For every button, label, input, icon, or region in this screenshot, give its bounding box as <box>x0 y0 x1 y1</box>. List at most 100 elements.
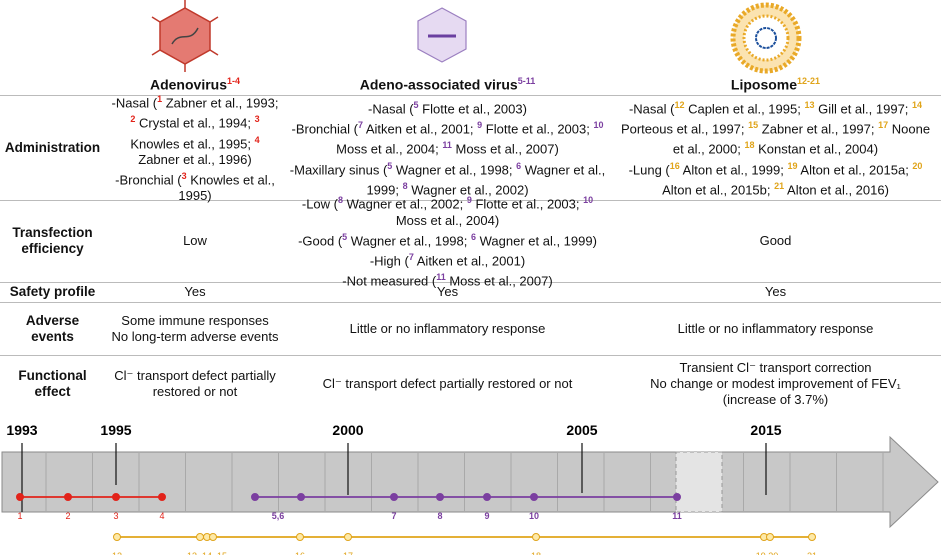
cell-line: -Bronchial (3 Knowles et al., 1995) <box>109 168 281 204</box>
cell-line: -Not measured (11 Moss et al., 2007) <box>342 269 552 289</box>
gap-marker <box>675 451 723 513</box>
reference-number: 12 <box>674 99 685 110</box>
year-label: 2015 <box>750 422 781 438</box>
reference-number: 11 <box>442 140 452 151</box>
cell-text: Konstan et al., 2004) <box>754 141 879 157</box>
reference-dot <box>530 493 538 501</box>
reference-number: 1 <box>157 93 163 104</box>
reference-dot <box>297 493 305 501</box>
header-name: Adeno-associated virus <box>359 76 518 93</box>
reference-number: 5 <box>342 231 348 242</box>
timeline: 1993199520002005201512345,678910111213, … <box>1 422 939 555</box>
header-refs: 12-21 <box>797 76 821 86</box>
table-cell: -Nasal (12 Caplen et al., 1995; 13 Gill … <box>610 95 941 200</box>
reference-dot <box>251 493 259 501</box>
cell-text: Flotte et al., 2003; <box>471 196 584 212</box>
cell-text: Yes <box>764 284 787 299</box>
table-cell: Some immune responses No long-term advers… <box>105 302 285 355</box>
adenovirus-icon <box>151 0 219 72</box>
reference-dot <box>64 493 72 501</box>
reference-number: 9 <box>477 120 483 130</box>
cell-text: Cl⁻ transport defect partially restored … <box>114 368 276 399</box>
row-label: Safety profile <box>9 284 96 299</box>
reference-number: 18 <box>744 140 755 151</box>
cell-line: Transient Cl⁻ transport correction <box>679 360 871 376</box>
reference-number: 5 <box>413 99 419 110</box>
reference-dot <box>532 533 540 541</box>
reference-label: 10 <box>529 511 539 521</box>
cell-text: -Bronchial ( <box>291 121 358 137</box>
cell-text: Moss et al., 2004) <box>395 212 500 228</box>
header-refs: 5-11 <box>517 76 536 86</box>
reference-label: 4 <box>159 511 164 521</box>
cell-text: Little or no inflammatory response <box>677 320 874 336</box>
cell-text: Zabner et al., 1997; <box>758 121 879 137</box>
reference-number: 19 <box>787 160 798 171</box>
icons <box>151 0 802 74</box>
reference-number: 3 <box>254 114 260 125</box>
reference-dot <box>296 533 304 541</box>
reference-dot <box>483 493 491 501</box>
cell-text: Little or no inflammatory response <box>349 320 546 336</box>
reference-label: 19,20 <box>756 551 779 555</box>
cell-text: Aitken et al., 2001; <box>362 121 478 137</box>
cell-text: Wagner et al., 1999) <box>476 233 597 248</box>
reference-dot <box>344 533 352 541</box>
reference-number: 14 <box>912 99 923 110</box>
cell-text: Wagner et al., 1999; <box>366 161 606 198</box>
cell-text: Porteous et al., 1997; <box>620 121 749 137</box>
cell-text: Transient Cl⁻ transport correction <box>679 360 872 375</box>
cell-line: Little or no inflammatory response <box>678 321 874 337</box>
year-label: 2005 <box>566 422 597 438</box>
cell-text: -Nasal ( <box>111 95 158 111</box>
timeline-arrow <box>1 435 939 529</box>
reference-label: 18 <box>531 551 541 555</box>
cell-text: Yes <box>436 284 459 299</box>
table-cell: -Nasal (1 Zabner et al., 1993; 2 Crystal… <box>105 93 285 203</box>
cell-line: -Nasal (5 Flotte et al., 2003) <box>368 97 527 117</box>
reference-label: 16 <box>295 551 305 555</box>
header-name: Adenovirus <box>149 76 227 93</box>
year-label: 2000 <box>332 422 363 438</box>
cell-text: Alton et al., 2015b; <box>662 182 775 198</box>
cell-text: Flotte et al., 2003; <box>482 121 594 137</box>
cell-text: Zabner et al., 1996) <box>138 151 252 167</box>
row-label: Functional effect <box>18 368 87 399</box>
reference-dot <box>766 533 774 541</box>
row-label: Adverse events <box>25 312 80 344</box>
reference-dot <box>390 493 398 501</box>
reference-number: 10 <box>593 120 604 130</box>
cell-line: Cl⁻ transport defect partially restored … <box>109 368 281 400</box>
cell-text: Knowles et al., 1995; <box>130 135 255 151</box>
table-cell: Good <box>610 200 941 282</box>
cell-line: -High (7 Aitken et al., 2001) <box>370 249 525 269</box>
cell-line: No change or modest improvement of FEV₁ <box>650 376 901 392</box>
reference-number: 16 <box>669 160 680 171</box>
reference-label: 21 <box>807 551 817 555</box>
cell-line: Low <box>183 233 207 249</box>
cell-text: Aitken et al., 2001) <box>413 253 526 269</box>
reference-number: 6 <box>470 231 476 242</box>
reference-dot <box>196 533 204 541</box>
cell-line: (increase of 3.7%) <box>723 392 829 408</box>
cell-line: Little or no inflammatory response <box>350 321 546 337</box>
reference-label: 9 <box>484 511 489 521</box>
cell-text: No change or modest improvement of FEV₁ <box>650 376 901 391</box>
cell-text: Caplen et al., 1995; <box>684 101 805 116</box>
cell-text: -Bronchial ( <box>115 172 182 188</box>
table-cell: Cl⁻ transport defect partially restored … <box>285 355 610 413</box>
cell-text: Noone et al., 2000; <box>672 121 931 157</box>
reference-number: 2 <box>130 114 136 125</box>
reference-dot <box>436 493 444 501</box>
table-cell: Yes <box>610 282 941 302</box>
liposome-icon <box>730 2 802 74</box>
cell-line: -Low (8 Wagner et al., 2002; 9 Flotte et… <box>289 192 606 228</box>
cell-text: -Good ( <box>298 233 343 248</box>
cell-text: Moss et al., 2007) <box>445 273 553 289</box>
table-cell: Little or no inflammatory response <box>285 302 610 355</box>
reference-label: 13, 14, 15 <box>187 551 227 555</box>
reference-number: 8 <box>402 180 408 191</box>
row-label: Transfection efficiency <box>12 225 93 256</box>
cell-line: Yes <box>184 284 205 300</box>
cell-text: -Nasal ( <box>628 101 675 116</box>
